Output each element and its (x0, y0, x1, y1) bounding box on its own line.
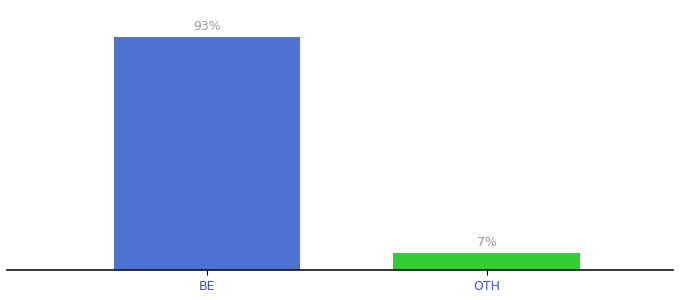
Bar (393, 253, 580, 270)
Text: 7%: 7% (477, 236, 496, 249)
Bar (114, 37, 300, 270)
Text: 93%: 93% (193, 20, 220, 33)
